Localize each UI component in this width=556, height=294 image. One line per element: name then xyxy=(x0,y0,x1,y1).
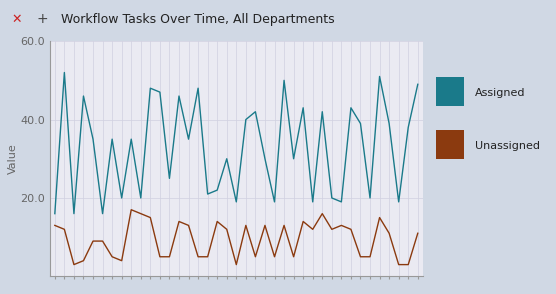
Unassigned xyxy=(214,220,221,223)
Assigned xyxy=(214,188,221,192)
Unassigned xyxy=(357,255,364,258)
Assigned xyxy=(395,200,402,204)
Assigned xyxy=(329,196,335,200)
Assigned xyxy=(109,137,116,141)
Assigned xyxy=(166,177,173,180)
Assigned xyxy=(118,196,125,200)
Unassigned xyxy=(99,239,106,243)
Unassigned xyxy=(309,228,316,231)
Unassigned xyxy=(414,231,421,235)
Assigned xyxy=(309,200,316,204)
Assigned xyxy=(376,75,383,78)
Assigned xyxy=(348,106,354,110)
Unassigned xyxy=(147,216,153,219)
Assigned xyxy=(147,86,153,90)
Assigned xyxy=(52,212,58,216)
Assigned xyxy=(300,106,306,110)
Assigned xyxy=(405,126,411,129)
Unassigned xyxy=(90,239,96,243)
Unassigned xyxy=(233,263,240,266)
Assigned xyxy=(157,90,163,94)
Assigned xyxy=(262,157,269,161)
Assigned xyxy=(137,196,144,200)
Unassigned xyxy=(395,263,402,266)
Unassigned xyxy=(329,228,335,231)
Text: Assigned: Assigned xyxy=(475,88,525,98)
Line: Assigned: Assigned xyxy=(55,73,418,214)
Assigned xyxy=(185,137,192,141)
Assigned xyxy=(195,86,201,90)
Unassigned xyxy=(262,224,269,227)
Assigned xyxy=(233,200,240,204)
Assigned xyxy=(90,137,96,141)
Unassigned xyxy=(185,224,192,227)
Unassigned xyxy=(128,208,135,211)
Unassigned xyxy=(52,224,58,227)
Assigned xyxy=(271,200,278,204)
Assigned xyxy=(338,200,345,204)
Unassigned xyxy=(338,224,345,227)
FancyBboxPatch shape xyxy=(436,77,464,106)
Assigned xyxy=(242,118,249,121)
Text: Workflow Tasks Over Time, All Departments: Workflow Tasks Over Time, All Department… xyxy=(61,13,335,26)
Unassigned xyxy=(195,255,201,258)
Assigned xyxy=(290,157,297,161)
Assigned xyxy=(80,94,87,98)
Assigned xyxy=(176,94,182,98)
Unassigned xyxy=(386,231,393,235)
Unassigned xyxy=(61,228,68,231)
Assigned xyxy=(414,83,421,86)
Unassigned xyxy=(348,228,354,231)
Unassigned xyxy=(252,255,259,258)
Assigned xyxy=(252,110,259,113)
Text: Unassigned: Unassigned xyxy=(475,141,540,151)
Assigned xyxy=(71,212,77,216)
Line: Unassigned: Unassigned xyxy=(55,210,418,265)
Text: +: + xyxy=(36,12,48,26)
Assigned xyxy=(61,71,68,74)
Y-axis label: Value: Value xyxy=(8,143,18,174)
Unassigned xyxy=(319,212,326,216)
Unassigned xyxy=(271,255,278,258)
Assigned xyxy=(319,110,326,113)
Unassigned xyxy=(137,212,144,216)
Unassigned xyxy=(242,224,249,227)
Unassigned xyxy=(290,255,297,258)
Unassigned xyxy=(224,228,230,231)
FancyBboxPatch shape xyxy=(436,130,464,159)
Unassigned xyxy=(204,255,211,258)
Assigned xyxy=(367,196,374,200)
Unassigned xyxy=(71,263,77,266)
Assigned xyxy=(128,137,135,141)
Unassigned xyxy=(118,259,125,263)
Unassigned xyxy=(300,220,306,223)
Unassigned xyxy=(80,259,87,263)
Assigned xyxy=(224,157,230,161)
Unassigned xyxy=(281,224,287,227)
Assigned xyxy=(386,122,393,125)
Unassigned xyxy=(376,216,383,219)
Assigned xyxy=(281,78,287,82)
Assigned xyxy=(357,122,364,125)
Unassigned xyxy=(166,255,173,258)
Unassigned xyxy=(109,255,116,258)
Unassigned xyxy=(367,255,374,258)
Unassigned xyxy=(157,255,163,258)
Unassigned xyxy=(176,220,182,223)
Text: ✕: ✕ xyxy=(11,13,22,26)
Assigned xyxy=(204,192,211,196)
Unassigned xyxy=(405,263,411,266)
Assigned xyxy=(99,212,106,216)
